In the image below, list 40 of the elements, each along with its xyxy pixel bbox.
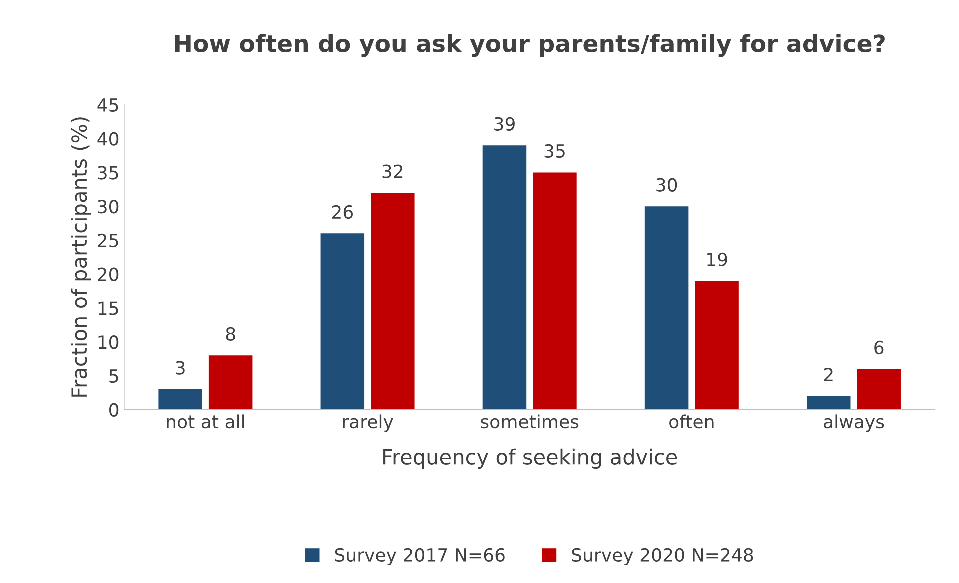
y-tick-label: 5 [110,370,118,384]
bar [208,356,253,410]
data-label: 39 [494,117,515,131]
chart-title: How often do you ask your parents/family for advice? [175,34,885,58]
data-label: 26 [332,205,354,220]
bar [695,281,739,410]
x-tick-label: sometimes [481,414,579,429]
y-tick-label: 10 [98,336,119,350]
data-label: 3 [176,361,185,375]
bar [482,146,527,410]
legend-label: Survey 2017 N=66 [335,548,505,566]
x-tick-label: often [670,414,714,429]
bar [533,172,577,410]
x-axis-title: Frequency of seeking advice [384,448,678,470]
data-label: 30 [656,178,678,192]
data-label: 35 [544,144,565,158]
bar [644,206,689,410]
x-tick-label: always [824,414,884,432]
bar [806,396,851,410]
x-tick-label: not at all [167,414,244,429]
y-tick-label: 20 [98,268,119,282]
bar [857,369,901,410]
bar [158,390,202,410]
data-label: 8 [226,327,236,342]
legend-label: Survey 2020 N=248 [572,548,754,566]
x-tick-label: rarely [343,414,394,432]
data-label: 19 [708,252,728,266]
y-tick-label: 40 [98,132,119,146]
data-label: 32 [382,164,403,178]
y-axis-title: Fraction of participants (%) [71,118,92,397]
bar [371,193,415,410]
y-tick-label: 35 [98,166,118,180]
y-tick-label: 45 [98,98,118,112]
y-tick-label: 25 [98,234,118,248]
data-label: 6 [874,340,884,355]
y-tick-label: 30 [98,200,119,214]
bar [320,234,365,410]
y-tick-label: 15 [98,302,118,316]
data-label: 2 [824,368,833,382]
y-tick-label: 0 [110,403,119,417]
